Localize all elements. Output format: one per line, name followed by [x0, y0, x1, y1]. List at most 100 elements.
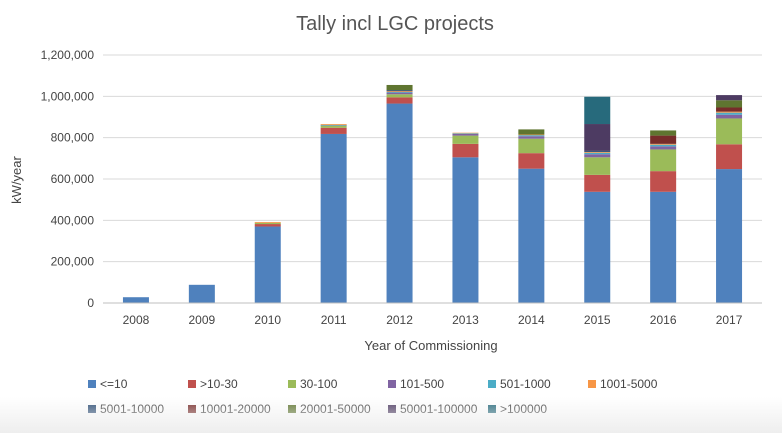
legend-label: 1001-5000	[600, 377, 658, 391]
gridlines	[103, 54, 762, 304]
legend-swatch	[88, 380, 96, 388]
bar-segment	[518, 134, 545, 136]
y-tick-label: 400,000	[51, 213, 95, 227]
x-axis-label: Year of Commissioning	[364, 338, 497, 353]
bar-segment	[254, 226, 281, 303]
legend-item: <=10	[88, 377, 128, 391]
bar-segment	[254, 222, 281, 225]
y-tick-label: 1,000,000	[41, 89, 95, 103]
legend-swatch	[488, 380, 496, 388]
bar-segment	[518, 153, 545, 169]
bar-segment	[650, 191, 677, 303]
bar-segment	[452, 157, 479, 303]
bar-segment	[716, 112, 743, 115]
bar-segment	[584, 157, 611, 175]
bar-segment	[650, 130, 677, 136]
legend-item: >100000	[488, 402, 547, 416]
legend-swatch	[288, 405, 296, 413]
legend-item: 1001-5000	[588, 377, 658, 391]
legend-item: 101-500	[388, 377, 444, 391]
bar-segment	[518, 129, 545, 135]
y-axis-ticks: 0 200,000 400,000 600,000 800,000 1,000,000 1,…	[41, 48, 95, 310]
bar-segment	[518, 168, 545, 303]
legend-label: 101-500	[400, 377, 444, 391]
bar-segment	[386, 97, 413, 104]
bar-segment	[122, 297, 149, 303]
bar-segment	[716, 144, 743, 170]
bar-segment	[386, 91, 413, 93]
bar-segment	[320, 133, 347, 303]
bar-segment	[386, 91, 413, 92]
legend-label: <=10	[100, 377, 128, 391]
legend-swatch	[588, 380, 596, 388]
legend-swatch	[388, 405, 396, 413]
x-axis-ticks: 2008 2009 2010 2011 2012 2013 2014 2015 2016 2017	[103, 302, 762, 327]
legend-item: 501-1000	[488, 377, 551, 391]
legend-swatch	[188, 405, 196, 413]
legend-swatch	[488, 405, 496, 413]
bar-segment	[716, 95, 743, 101]
legend: <=10 >10-30 30-100 101-500 501-1000 1001-5000…	[88, 377, 658, 416]
bar-segment	[650, 135, 677, 144]
x-tick-label: 2014	[518, 313, 545, 327]
bar-segment	[716, 107, 743, 112]
bar-segment	[518, 136, 545, 139]
bar-segment	[650, 149, 677, 172]
bar-segment	[452, 133, 479, 134]
bar-segment	[254, 224, 281, 227]
bar-segment	[650, 146, 677, 150]
legend-label: 5001-10000	[100, 402, 164, 416]
bar-segment	[452, 133, 479, 136]
bar-segment	[386, 103, 413, 303]
legend-swatch	[188, 380, 196, 388]
bar-segment	[320, 125, 347, 128]
legend-item: 10001-20000	[188, 402, 271, 416]
legend-item: 30-100	[288, 377, 338, 391]
x-tick-label: 2016	[650, 313, 677, 327]
y-tick-label: 800,000	[51, 131, 95, 145]
legend-label: >100000	[500, 402, 547, 416]
bar-segment	[584, 154, 611, 158]
bar-segment	[716, 118, 743, 145]
bar-segment	[650, 144, 677, 147]
bar-segment	[452, 135, 479, 144]
bar-segment	[188, 284, 215, 303]
bar-segment	[452, 132, 479, 134]
x-tick-label: 2015	[584, 313, 611, 327]
x-tick-label: 2011	[321, 313, 347, 327]
x-tick-label: 2008	[123, 313, 150, 327]
bar-segment	[386, 90, 413, 92]
legend-label: 30-100	[300, 377, 338, 391]
legend-label: 20001-50000	[300, 402, 371, 416]
bar-segment	[584, 151, 611, 153]
bars	[122, 84, 743, 303]
legend-item: 5001-10000	[88, 402, 164, 416]
y-tick-label: 0	[87, 296, 94, 310]
bar-segment	[320, 124, 347, 125]
legend-item: 50001-100000	[388, 402, 478, 416]
bar-segment	[518, 138, 545, 154]
y-tick-label: 1,200,000	[41, 48, 95, 62]
x-tick-label: 2017	[716, 313, 743, 327]
bar-segment	[386, 92, 413, 95]
bar-segment	[584, 191, 611, 303]
legend-label: 501-1000	[500, 377, 551, 391]
legend-item: 20001-50000	[288, 402, 371, 416]
bar-segment	[584, 174, 611, 192]
bar-segment	[254, 221, 281, 223]
bar-segment	[716, 111, 743, 113]
bar-segment	[650, 171, 677, 192]
legend-label: 10001-20000	[200, 402, 271, 416]
legend-label: >10-30	[200, 377, 238, 391]
bar-segment	[386, 94, 413, 98]
bar-segment	[584, 152, 611, 155]
y-tick-label: 200,000	[51, 255, 95, 269]
x-tick-label: 2013	[452, 313, 479, 327]
legend-item: >10-30	[188, 377, 238, 391]
x-tick-label: 2012	[386, 313, 413, 327]
legend-label: 50001-100000	[400, 402, 478, 416]
bar-segment	[320, 127, 347, 134]
x-tick-label: 2010	[254, 313, 281, 327]
